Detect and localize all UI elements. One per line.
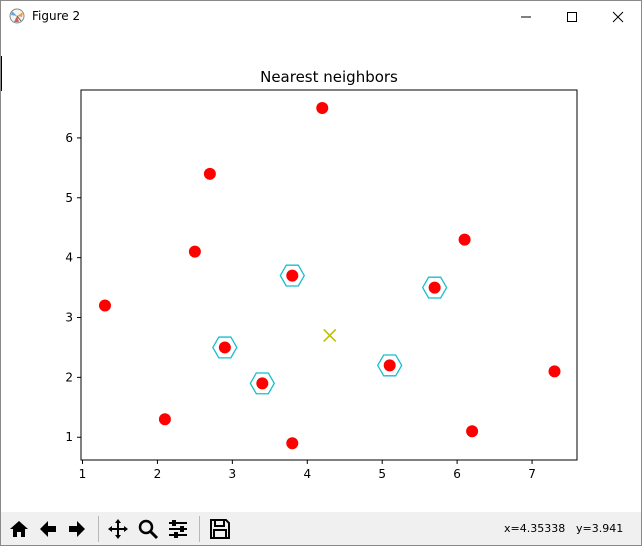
x-coordinate-readout: x=4.35338 [504, 522, 566, 535]
x-axis: 1 2 3 4 5 6 7 [79, 460, 536, 481]
maximize-icon [567, 11, 577, 22]
forward-arrow-icon [69, 521, 85, 537]
y-axis: 1 2 3 4 5 6 [65, 131, 81, 444]
y-tick-label: 6 [65, 131, 73, 145]
zoom-icon [138, 519, 159, 540]
matplotlib-app-icon [9, 8, 25, 24]
data-point [428, 281, 441, 294]
neighbor-hexagon-marker [212, 336, 238, 359]
y-tick-label: 2 [65, 370, 73, 384]
y-tick-label: 3 [65, 311, 73, 325]
x-tick-label: 5 [378, 467, 386, 481]
data-point [286, 269, 299, 282]
pan-icon [108, 519, 128, 539]
zoom-button[interactable] [135, 516, 161, 542]
home-button[interactable] [6, 516, 32, 542]
subplots-icon [169, 520, 187, 538]
back-arrow-icon [40, 521, 56, 537]
save-button[interactable] [207, 516, 233, 542]
x-tick-label: 1 [79, 467, 87, 481]
forward-button[interactable] [64, 516, 90, 542]
data-point [256, 377, 269, 390]
back-button[interactable] [35, 516, 61, 542]
data-point [458, 233, 471, 246]
subplots-button[interactable] [165, 516, 191, 542]
chart-title: Nearest neighbors [260, 68, 398, 86]
data-point [466, 425, 479, 438]
home-icon [10, 521, 28, 537]
data-point [286, 437, 299, 450]
neighbor-hexagon-marker [376, 354, 403, 377]
minimize-icon [521, 16, 531, 17]
data-point [316, 101, 329, 114]
x-tick-label: 7 [528, 467, 536, 481]
data-point [383, 359, 396, 372]
y-coordinate-readout: y=3.941 [576, 522, 624, 535]
pan-button[interactable] [105, 516, 131, 542]
data-point [218, 341, 231, 354]
maximize-button[interactable] [549, 1, 595, 32]
x-tick-label: 3 [229, 467, 237, 481]
y-tick-label: 1 [65, 430, 73, 444]
x-tick-label: 4 [303, 467, 311, 481]
plot-canvas[interactable]: Nearest neighbors 1 2 3 4 5 6 7 1 2 3 4 5 6 [1, 32, 641, 512]
close-button[interactable] [595, 1, 641, 32]
neighbor-hexagon-marker [249, 372, 276, 395]
data-point [203, 167, 216, 180]
neighbor-hexagon-marker [279, 264, 306, 287]
query-point-x-marker [323, 328, 337, 343]
plot-points [98, 101, 561, 450]
y-tick-label: 4 [65, 251, 73, 265]
plot-axes-frame [80, 89, 578, 461]
window-edge-mark [1, 56, 2, 91]
toolbar-separator [199, 516, 200, 542]
title-bar[interactable]: Figure 2 [1, 1, 641, 32]
x-tick-label: 6 [453, 467, 461, 481]
neighbor-hexagon-marker [421, 276, 448, 299]
data-point [188, 245, 201, 258]
navigation-toolbar: x=4.35338 y=3.941 [1, 512, 641, 545]
close-icon [612, 11, 624, 22]
y-tick-label: 5 [65, 191, 73, 205]
save-icon [210, 519, 230, 539]
data-point [98, 299, 111, 312]
window-title: Figure 2 [32, 9, 81, 23]
x-tick-label: 2 [154, 467, 162, 481]
minimize-button[interactable] [503, 1, 549, 32]
data-point [548, 365, 561, 378]
data-point [158, 413, 171, 426]
toolbar-separator [98, 516, 99, 542]
